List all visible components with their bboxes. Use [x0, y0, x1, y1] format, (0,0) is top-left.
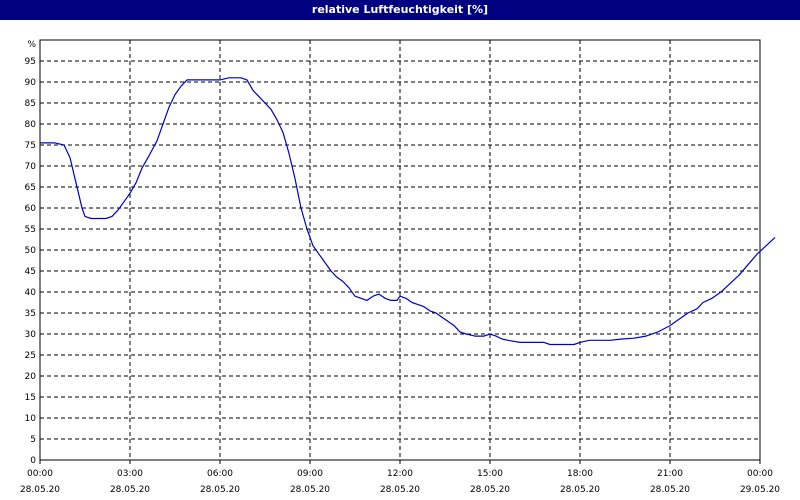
- x-tick-time-label: 21:00: [657, 469, 683, 479]
- x-tick-time-label: 06:00: [207, 469, 233, 479]
- x-tick-time-label: 03:00: [117, 469, 143, 479]
- y-tick-label: 95: [25, 57, 36, 67]
- y-tick-label: 90: [25, 78, 37, 88]
- chart-title: relative Luftfeuchtigkeit [%]: [0, 0, 800, 20]
- x-tick-time-label: 15:00: [477, 469, 503, 479]
- y-tick-label: 55: [25, 225, 36, 235]
- x-tick-date-label: 28.05.20: [560, 485, 600, 495]
- axis-layer: [39, 39, 761, 464]
- y-tick-label: 60: [25, 204, 37, 214]
- y-tick-label: 5: [30, 435, 36, 445]
- plot-area-border: [39, 39, 761, 461]
- y-tick-label: 70: [25, 162, 37, 172]
- y-tick-label: 40: [25, 288, 37, 298]
- x-tick-date-label: 28.05.20: [290, 485, 330, 495]
- y-tick-label: 0: [30, 456, 36, 466]
- y-tick-label: 85: [25, 99, 36, 109]
- y-tick-label: 25: [25, 351, 36, 361]
- x-tick-time-label: 18:00: [567, 469, 593, 479]
- y-tick-label: 35: [25, 309, 36, 319]
- x-tick-date-label: 28.05.20: [650, 485, 690, 495]
- x-tick-time-label: 00:00: [747, 469, 773, 479]
- x-tick-date-label: 28.05.20: [380, 485, 420, 495]
- y-tick-label: 10: [25, 414, 37, 424]
- y-tick-label: 50: [25, 246, 37, 256]
- grid-layer: [40, 40, 760, 460]
- y-tick-label: 45: [25, 267, 36, 277]
- y-tick-label: 75: [25, 141, 36, 151]
- y-tick-label: 15: [25, 393, 36, 403]
- label-layer: 0 5 10 15 20 25 30 35 40 45 50 55 60 65 70 75 80 85 90 95% 0…: [20, 40, 780, 495]
- x-tick-date-label: 28.05.20: [200, 485, 240, 495]
- y-axis-label: %: [27, 40, 36, 50]
- y-tick-label: 20: [25, 372, 37, 382]
- x-tick-date-label: 29.05.20: [740, 485, 780, 495]
- humidity-series-line: [40, 77, 776, 346]
- series-layer: [40, 77, 776, 346]
- x-tick-date-label: 28.05.20: [20, 485, 60, 495]
- y-tick-label: 65: [25, 183, 36, 193]
- x-tick-date-label: 28.05.20: [470, 485, 510, 495]
- x-tick-date-label: 28.05.20: [110, 485, 150, 495]
- y-tick-label: 30: [25, 330, 37, 340]
- x-tick-time-label: 12:00: [387, 469, 413, 479]
- y-tick-label: 80: [25, 120, 37, 130]
- x-tick-time-label: 00:00: [27, 469, 53, 479]
- x-tick-time-label: 09:00: [297, 469, 323, 479]
